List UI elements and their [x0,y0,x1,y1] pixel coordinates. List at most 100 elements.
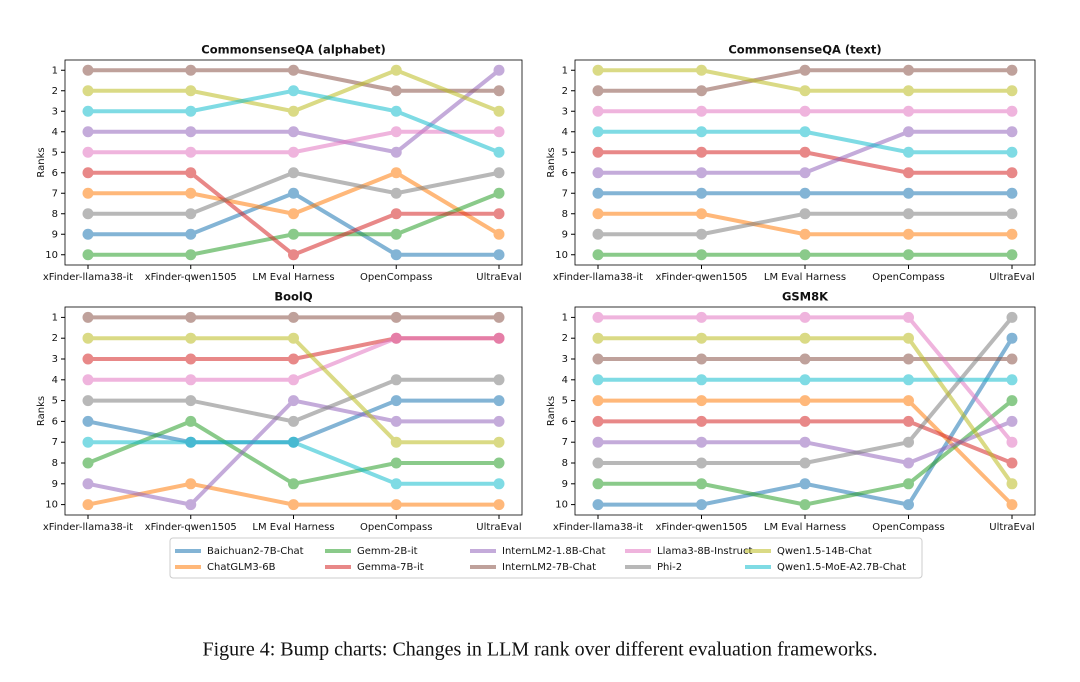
series-marker [1006,332,1018,344]
series-marker [185,228,197,240]
y-tick-label: 1 [562,312,568,323]
y-tick-label: 7 [562,188,568,199]
series [592,146,1018,179]
series-marker [1006,64,1018,76]
series-marker [1006,499,1018,511]
series-marker [493,208,505,220]
series-marker [696,436,707,448]
y-axis-label: Ranks [36,396,47,426]
series-marker [288,105,299,117]
series-marker [185,353,197,365]
series-marker [799,332,811,344]
series [592,374,1018,386]
chart-title: CommonsenseQA (alphabet) [201,43,385,57]
series-marker [696,457,707,469]
y-tick-label: 2 [562,86,568,97]
series [82,167,505,240]
y-axis-label: Ranks [546,147,557,177]
series-marker [82,146,94,158]
series-marker [390,436,402,448]
y-axis-label: Ranks [546,396,557,426]
series-marker [390,85,402,97]
series-marker [903,332,914,344]
series-marker [592,208,604,220]
series-marker [799,64,811,76]
series-marker [185,85,197,97]
series-marker [82,353,94,365]
series-marker [592,499,604,511]
series-marker [696,499,707,511]
series-marker [288,126,299,138]
series-marker [390,415,402,427]
y-tick-label: 5 [562,147,568,158]
series-marker [592,374,604,386]
series-marker [1006,374,1018,386]
series-marker [82,415,94,427]
series-marker [1006,353,1018,365]
series-marker [592,146,604,158]
series [592,311,1018,469]
series-marker [592,395,604,407]
series-marker [390,167,402,179]
series-marker [288,167,299,179]
series [82,332,505,448]
series-marker [592,457,604,469]
series-marker [493,499,505,511]
series-marker [82,499,94,511]
series-marker [696,105,707,117]
series-marker [185,499,197,511]
series [82,85,505,158]
series-marker [390,249,402,261]
y-tick-label: 9 [52,229,58,240]
series-marker [799,395,811,407]
series [592,208,1018,240]
chart-title: GSM8K [782,290,829,304]
y-tick-label: 4 [562,375,568,386]
series-marker [82,167,94,179]
series-line [88,170,501,236]
y-tick-label: 2 [52,86,58,97]
legend-label: InternLM2-7B-Chat [502,562,596,573]
series-marker [82,64,94,76]
series-marker [288,187,299,199]
series-marker [82,105,94,117]
series-marker [493,415,505,427]
series-marker [493,457,505,469]
series-marker [493,332,505,344]
x-tick-label: OpenCompass [360,522,432,533]
series-marker [493,228,505,240]
x-tick-label: OpenCompass [872,272,944,283]
series-marker [696,208,707,220]
series-marker [288,228,299,240]
series-marker [592,353,604,365]
y-tick-label: 2 [52,333,58,344]
x-tick-label: xFinder-llama38-it [43,272,133,283]
y-tick-label: 3 [52,354,58,365]
series-marker [696,187,707,199]
y-tick-label: 3 [52,106,58,117]
y-tick-label: 7 [562,437,568,448]
series-marker [185,415,197,427]
series [592,353,1018,365]
series-marker [1006,126,1018,138]
series-marker [696,415,707,427]
series [82,64,505,117]
series-marker [799,374,811,386]
series-marker [493,311,505,323]
series-marker [799,208,811,220]
legend-label: InternLM2-1.8B-Chat [502,546,606,557]
y-tick-label: 8 [562,209,568,220]
series [592,64,1018,97]
series-marker [493,374,505,386]
series-marker [592,249,604,261]
series-marker [493,85,505,97]
series-marker [903,249,914,261]
series-marker [903,457,914,469]
series-marker [288,85,299,97]
caption: Figure 4: Bump charts: Changes in LLM ra… [202,639,877,661]
legend-label: Gemm-2B-it [357,546,418,557]
series-marker [799,105,811,117]
series-marker [1006,415,1018,427]
